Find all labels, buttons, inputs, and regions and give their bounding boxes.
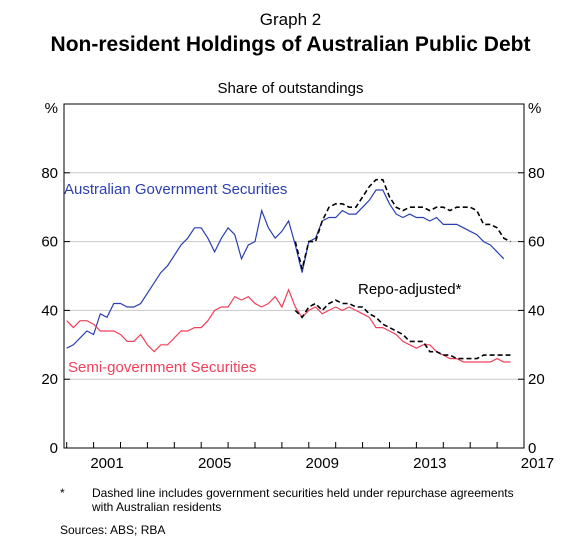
footnote-text: Dashed line includes government securiti… [92, 486, 514, 514]
y-tick-label-left: 40 [41, 302, 58, 319]
annotation-semi: Semi-government Securities [68, 359, 256, 376]
x-axis: 2001 2005 2009 2013 2017 [66, 442, 554, 472]
series-line-2 [66, 288, 511, 363]
sources-text: Sources: ABS; RBA [60, 523, 166, 537]
series-line-1 [294, 178, 511, 270]
y-tick-label-right: 0 [528, 440, 536, 457]
y-tick-label-left: 80 [41, 165, 58, 182]
y-tick-label-right: 20 [528, 371, 545, 388]
x-tick-label: 2009 [306, 455, 339, 472]
y-tick-label-left: 0 [50, 440, 58, 457]
y-tick-label-left: 60 [41, 234, 58, 251]
y-tick-label-left: 20 [41, 371, 58, 388]
gridlines [64, 172, 524, 380]
y-axes: 0 0 20 20 40 40 60 60 80 80%% [41, 100, 544, 457]
x-tick-label: 2013 [413, 455, 446, 472]
y-unit-right: % [528, 100, 541, 117]
annotation-repo: Repo-adjusted* [358, 281, 462, 298]
plot-frame [63, 103, 525, 449]
graph-label: Graph 2 [259, 10, 322, 29]
x-tick-label: 2017 [521, 455, 554, 472]
series-lines [66, 178, 511, 363]
y-tick-label-right: 60 [528, 234, 545, 251]
annotations: Australian Government Securities Repo-adj… [64, 181, 462, 376]
y-tick-label-right: 40 [528, 302, 545, 319]
y-tick-label-right: 80 [528, 165, 545, 182]
annotation-ags: Australian Government Securities [64, 181, 287, 198]
x-tick-label: 2005 [198, 455, 231, 472]
y-unit-left: % [45, 100, 58, 117]
x-tick-label: 2001 [90, 455, 123, 472]
series-line-0 [66, 189, 505, 349]
footnote-marker: * [60, 486, 65, 500]
series-line-3 [294, 299, 511, 360]
chart-title: Non-resident Holdings of Australian Publ… [50, 33, 531, 56]
chart-subtitle: Share of outstandings [217, 80, 364, 97]
